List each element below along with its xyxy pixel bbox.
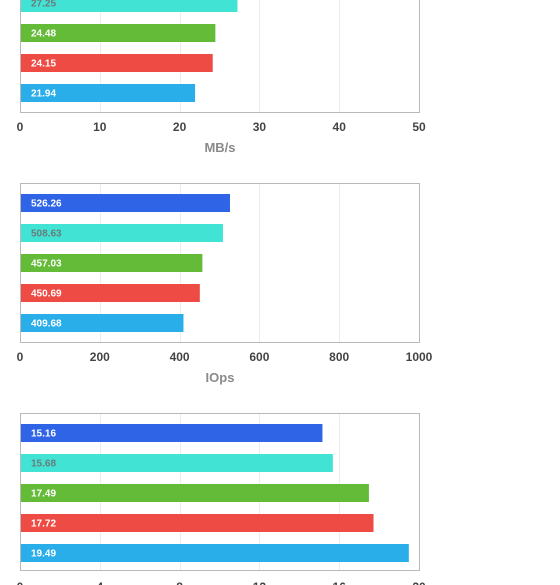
bar [21,54,213,72]
chart-1: 27.25 24.48 24.15 21.94 0 10 20 30 40 50 MB/s [17,0,426,155]
bar [21,0,238,12]
bar [21,454,333,472]
bar-value-label: 24.48 [31,29,56,40]
x-axis-label: IOps [206,370,235,385]
bar-value-label: 526.26 [31,199,62,210]
bar [21,24,216,42]
bar-value-label: 457.03 [31,259,62,270]
bar [21,284,200,302]
bar-value-label: 15.16 [31,429,56,440]
x-tick-label: 0 [17,580,24,585]
bar [21,194,230,212]
x-axis-label: MB/s [204,140,235,155]
bar [21,514,374,532]
x-tick-label: 4 [96,580,103,585]
bar-value-label: 24.15 [31,59,56,70]
bar-value-label: 21.94 [31,89,56,100]
bar-value-label: 19.49 [31,549,56,560]
chart-2: 526.26 508.63 457.03 450.69 409.68 0 200 400 600… [17,183,433,385]
bar-value-label: 15.68 [31,459,56,470]
x-tick-label: 30 [253,120,267,134]
x-tick-label: 600 [249,350,269,364]
x-tick-label: 10 [93,120,107,134]
x-tick-label: 20 [412,580,426,585]
bar [21,484,369,502]
bar-value-label: 17.72 [31,519,56,530]
bar [21,314,184,332]
x-tick-label: 50 [412,120,426,134]
bar-value-label: 27.25 [31,0,56,10]
x-tick-label: 16 [333,580,347,585]
x-tick-label: 400 [170,350,190,364]
x-tick-label: 0 [17,350,24,364]
bar-value-label: 450.69 [31,289,62,300]
x-tick-label: 8 [176,580,183,585]
chart-3: 15.16 15.68 17.49 17.72 19.49 0 4 8 12 16 20 [17,413,426,585]
x-tick-label: 0 [17,120,24,134]
x-tick-label: 20 [173,120,187,134]
x-tick-label: 800 [329,350,349,364]
bar [21,224,223,242]
bar-value-label: 508.63 [31,229,62,240]
bar-value-label: 17.49 [31,489,56,500]
x-tick-label: 12 [253,580,267,585]
x-tick-label: 40 [333,120,347,134]
x-tick-label: 1000 [406,350,433,364]
x-tick-label: 200 [90,350,110,364]
bar [21,84,196,102]
bar [21,424,323,442]
bar-value-label: 409.68 [31,319,62,330]
bar [21,254,203,272]
bar [21,544,409,562]
